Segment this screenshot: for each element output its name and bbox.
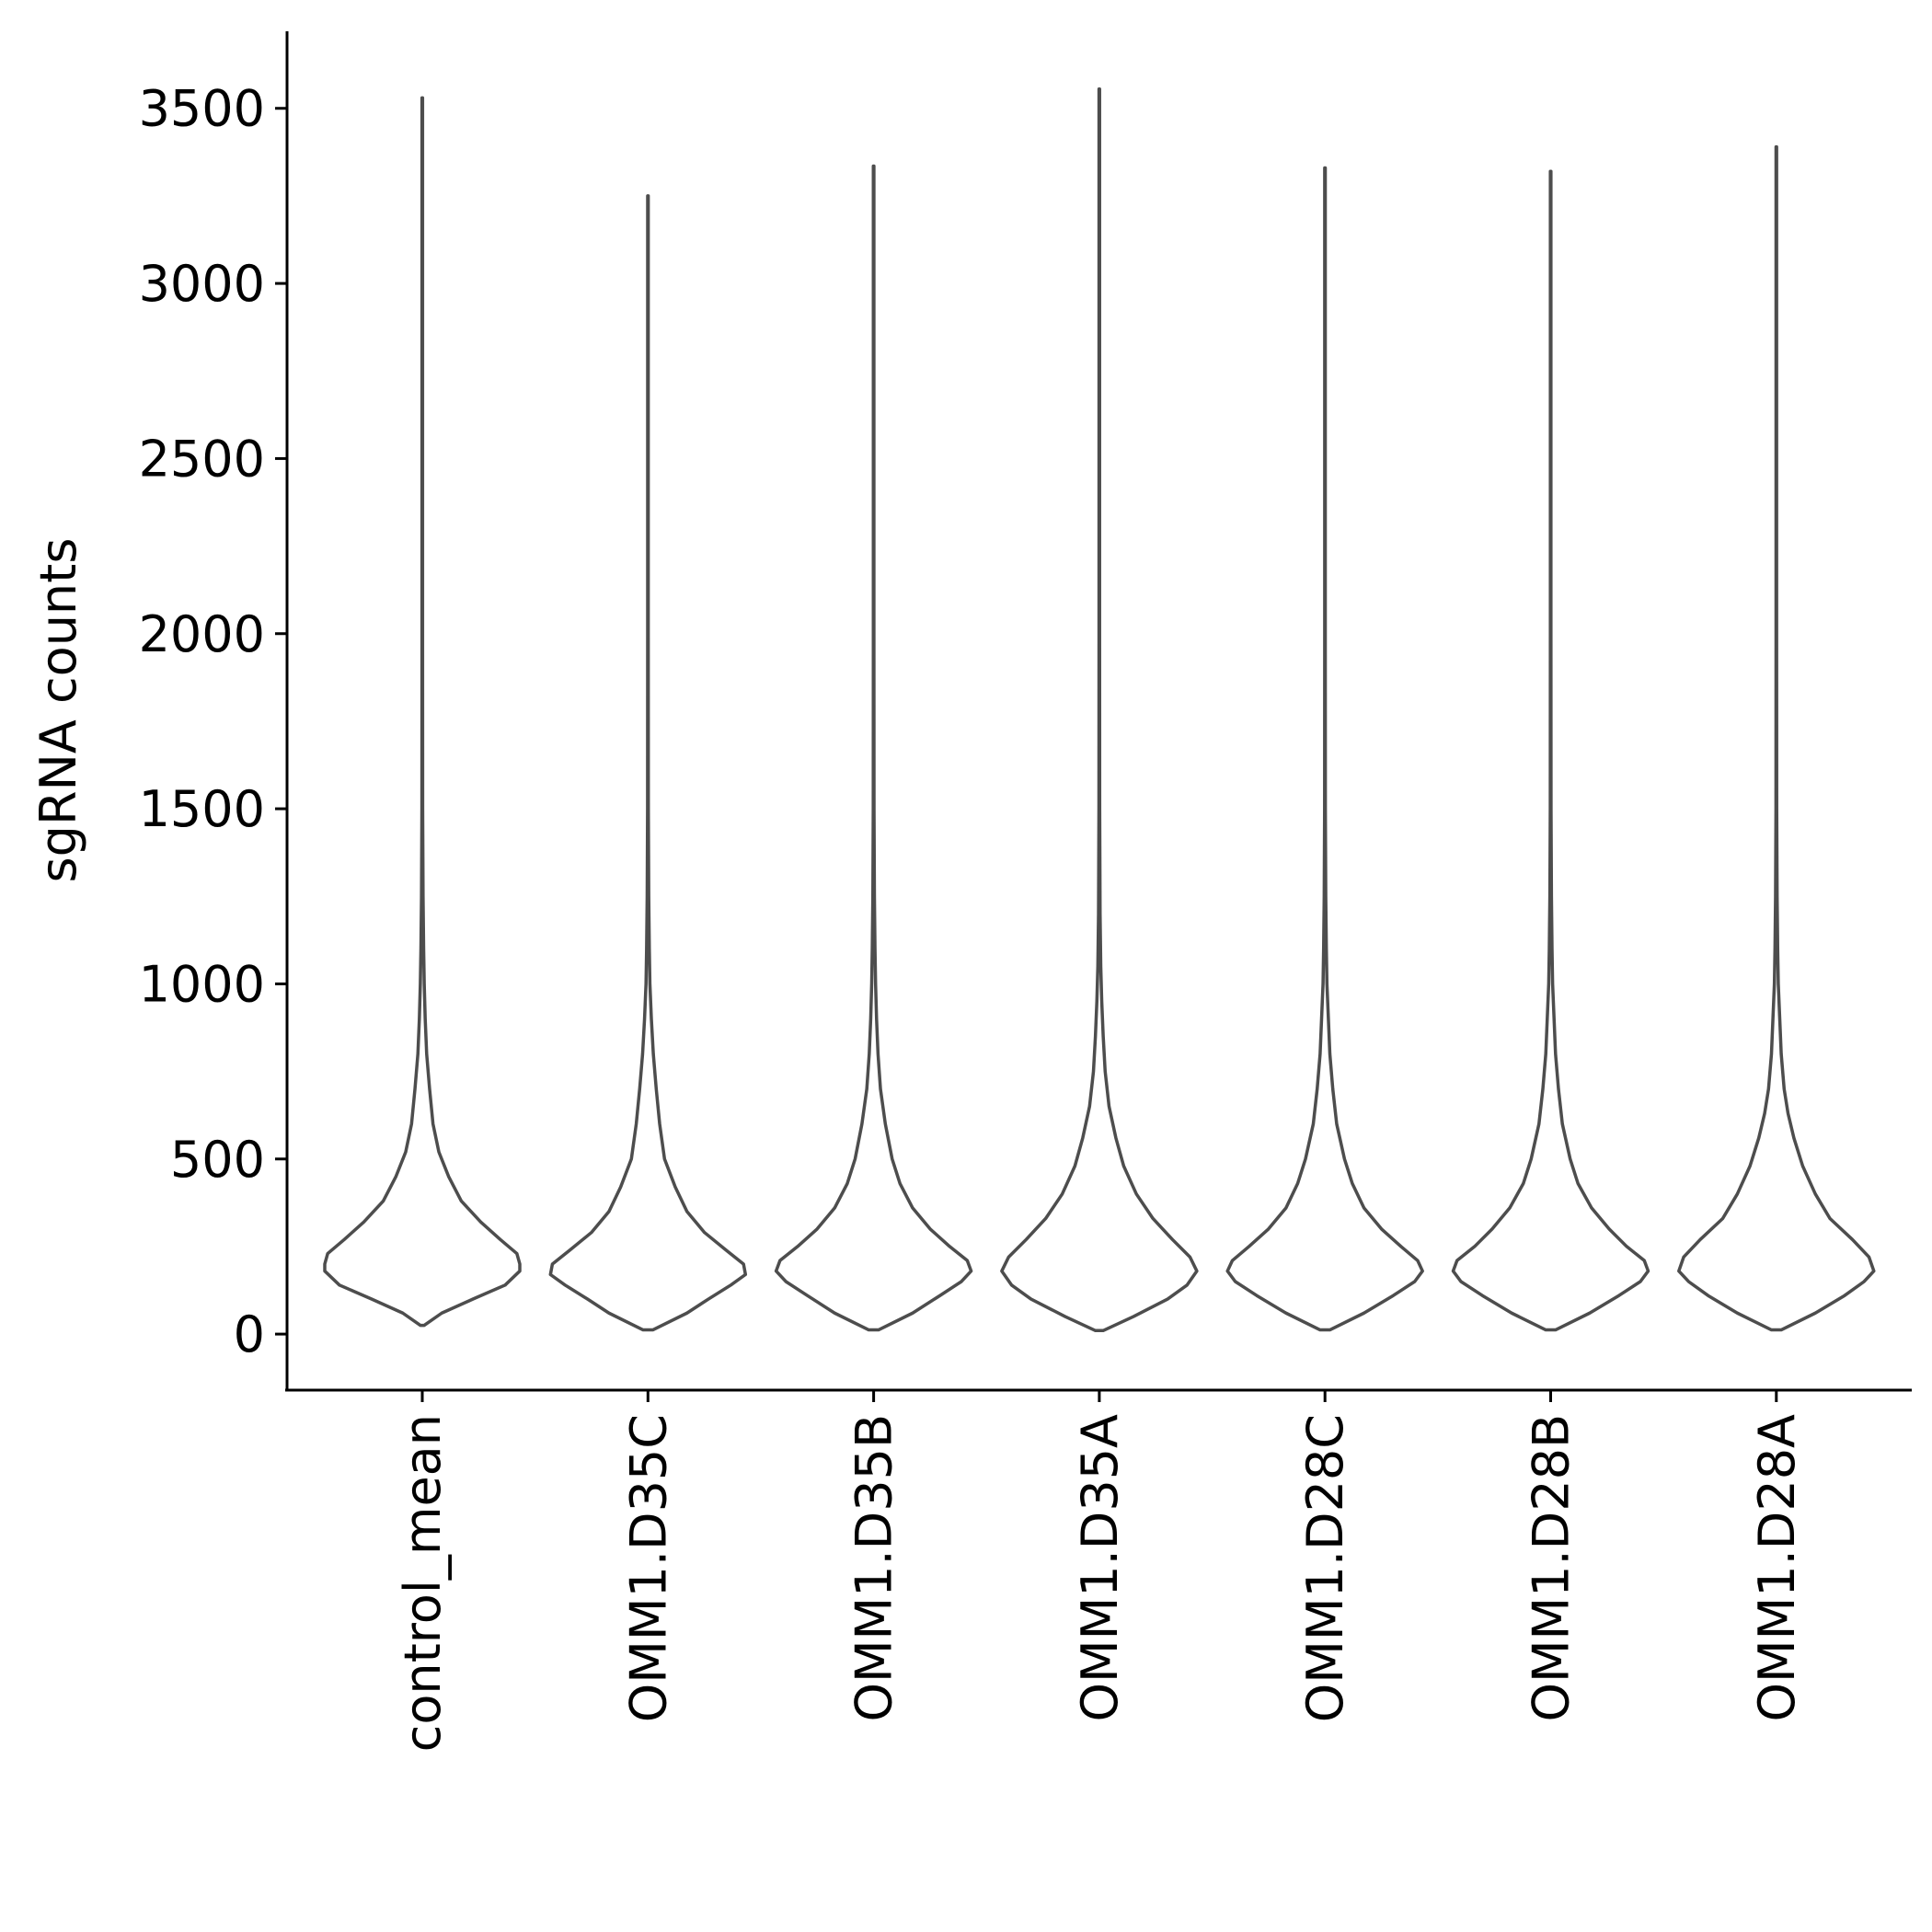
y-tick-label: 3000 [139, 255, 265, 313]
x-tick-label: control_mean [394, 1414, 452, 1752]
violin-OMM1.D35B [774, 164, 973, 1332]
violins-layer [323, 87, 1876, 1333]
x-tick-label: OMM1.D28C [1296, 1414, 1354, 1722]
y-tick-label: 500 [170, 1131, 265, 1189]
y-tick-label: 2500 [139, 430, 265, 488]
violin-OMM1.D28B [1451, 169, 1650, 1332]
y-tick-label: 1500 [139, 780, 265, 838]
violin-OMM1.D28C [1225, 166, 1424, 1332]
x-axis: control_mean OMM1.D35C OMM1.D35B OMM1.D35A O… [285, 1388, 1912, 1752]
y-axis: 0 500 1000 1500 2000 2500 3000 3500 [139, 31, 289, 1391]
y-tick-label: 2000 [139, 605, 265, 663]
y-tick-label: 3500 [139, 80, 265, 138]
x-tick-label: OMM1.D35C [619, 1414, 677, 1722]
x-tick-label: OMM1.D35A [1071, 1414, 1129, 1722]
y-tick-label: 1000 [139, 955, 265, 1013]
violin-OMM1.D35A [1000, 87, 1199, 1333]
violin-control_mean [323, 96, 522, 1328]
x-tick-label: OMM1.D28A [1748, 1414, 1806, 1722]
violin-OMM1.D35C [548, 194, 748, 1332]
y-axis-title: sgRNA counts [29, 538, 87, 883]
violin-OMM1.D28A [1677, 144, 1876, 1332]
x-tick-label: OMM1.D35B [845, 1414, 903, 1722]
x-tick-label: OMM1.D28B [1523, 1414, 1581, 1722]
y-tick-label: 0 [234, 1305, 265, 1363]
